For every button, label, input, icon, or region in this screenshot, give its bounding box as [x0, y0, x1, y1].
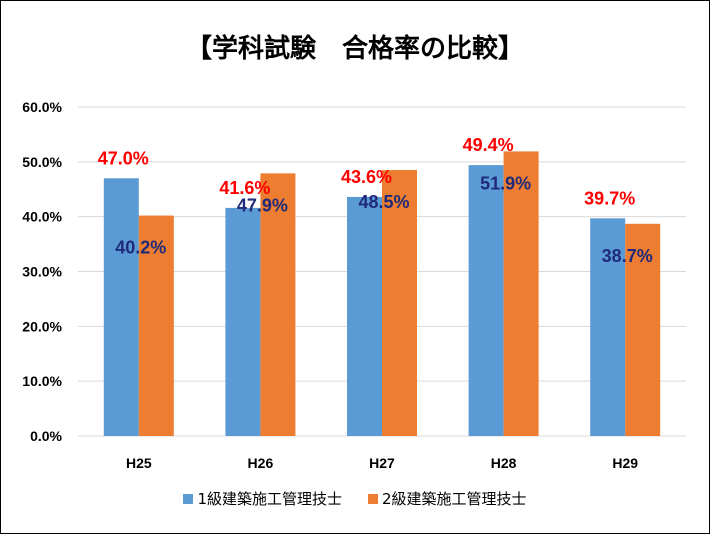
bar-2-H26	[260, 173, 296, 436]
legend-swatch-series-2	[368, 493, 378, 504]
chart-title: 【学科試験 合格率の比較】	[185, 34, 524, 64]
bar-1-H29	[590, 218, 626, 436]
x-tick-label: H25	[126, 455, 152, 471]
x-tick-label: H29	[612, 455, 638, 471]
data-label-series-2: 38.7%	[602, 246, 653, 266]
bar-1-H25	[103, 178, 139, 437]
bar-1-H27	[347, 196, 382, 436]
data-label-series-1: 49.4%	[463, 135, 514, 155]
data-label-series-1: 47.0%	[98, 148, 149, 168]
y-tick-label: 10.0%	[22, 373, 62, 389]
bar-1-H26	[225, 207, 261, 436]
legend-item-series-2: 2級建築施工管理技士	[368, 488, 527, 509]
legend-label-series-2: 2級建築施工管理技士	[382, 490, 527, 508]
x-tick-label: H27	[369, 455, 395, 471]
y-tick-label: 40.0%	[22, 209, 62, 225]
chart-legend: 1級建築施工管理技士 2級建築施工管理技士	[0, 488, 710, 509]
bar-2-H25	[138, 215, 174, 436]
bar-1-H28	[468, 165, 504, 436]
data-label-series-1: 39.7%	[584, 188, 635, 208]
bar-2-H27	[382, 170, 417, 436]
x-tick-label: H26	[248, 455, 274, 471]
data-label-series-1: 41.6%	[219, 178, 270, 198]
y-tick-label: 0.0%	[30, 428, 62, 444]
data-label-series-2: 51.9%	[480, 173, 531, 193]
y-tick-label: 20.0%	[22, 318, 62, 334]
y-tick-label: 50.0%	[22, 154, 62, 170]
legend-label-series-1: 1級建築施工管理技士	[197, 490, 342, 508]
bar-2-H28	[503, 151, 539, 437]
x-tick-label: H28	[491, 455, 517, 471]
y-tick-label: 60.0%	[22, 99, 62, 115]
legend-swatch-series-1	[183, 493, 194, 504]
y-tick-label: 30.0%	[22, 264, 62, 280]
data-label-series-2: 47.9%	[237, 195, 288, 215]
bar-2-H29	[625, 223, 661, 436]
data-label-series-1: 43.6%	[341, 167, 392, 187]
data-label-series-2: 48.5%	[358, 192, 409, 212]
legend-item-series-1: 1級建築施工管理技士	[183, 488, 342, 509]
data-label-series-2: 40.2%	[115, 238, 166, 258]
